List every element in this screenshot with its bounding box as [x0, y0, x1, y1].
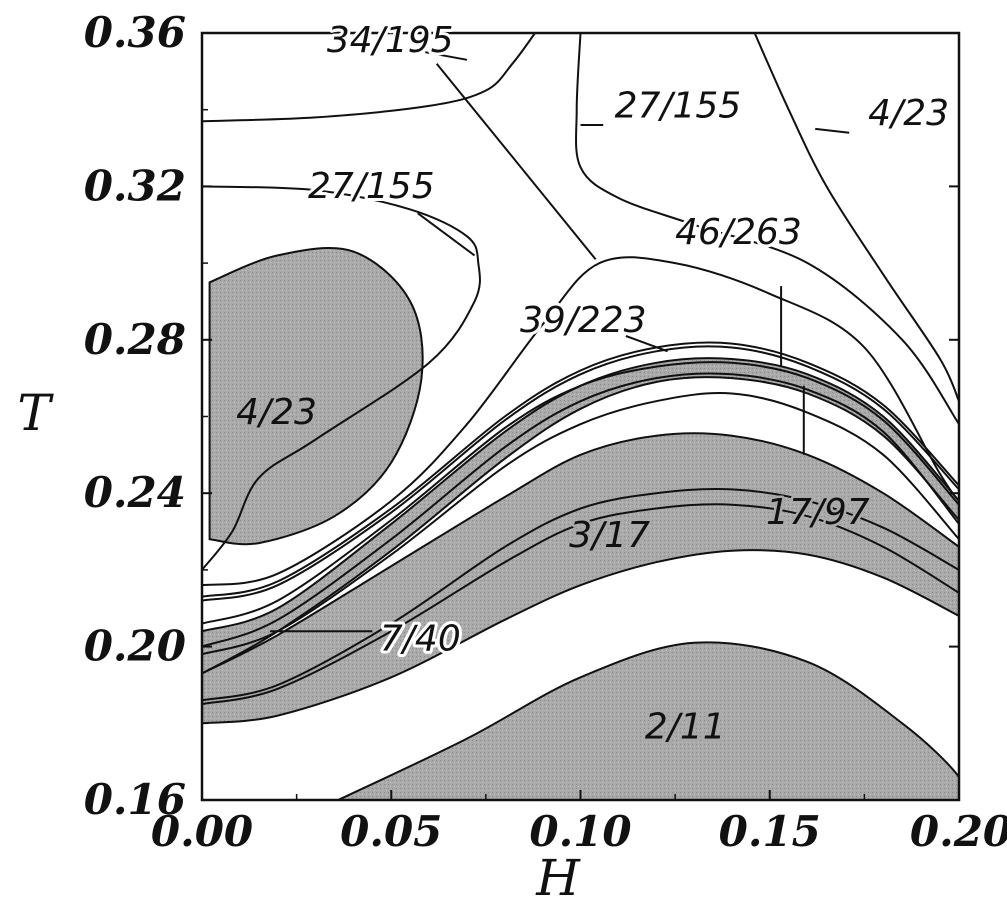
region-label-0: 34/195: [327, 20, 454, 61]
contour-line-8: [202, 372, 959, 648]
shaded-regions: [202, 247, 959, 800]
contour-line-5: [202, 345, 959, 602]
y-tick-label-5: 0.36: [84, 8, 186, 57]
region-label-9: 7/40: [380, 618, 461, 659]
region-label-8: 17/97: [766, 492, 870, 533]
x-tick-label-1: 0.05: [340, 807, 442, 856]
leader-extra-0: [435, 63, 597, 260]
region-label-4: 46/263: [675, 212, 802, 253]
leader-line-5: [625, 335, 668, 353]
x-tick-label-4: 0.20: [910, 807, 1007, 856]
y-axis-title: T: [17, 384, 54, 442]
y-tick-label-1: 0.20: [84, 622, 186, 671]
leader-lines: [270, 51, 850, 633]
contour-line-1: [202, 185, 481, 571]
leader-line-3: [815, 127, 850, 134]
region-label-5: 39/223: [520, 300, 647, 341]
contour-line-9: [202, 392, 959, 656]
x-axis-title: H: [535, 849, 581, 907]
shaded-region-0: [337, 641, 959, 800]
contour-line-2: [202, 256, 959, 587]
y-tick-label-0: 0.16: [84, 775, 186, 824]
y-tick-label-2: 0.24: [84, 468, 186, 517]
x-tick-label-3: 0.15: [719, 807, 821, 856]
contour-line-7: [202, 361, 959, 625]
axes: 0.00 0.05 0.10 0.15 0.20 0.16 0.20 0.24 0.28 0.32…: [84, 8, 1007, 856]
region-label-1: 27/155: [308, 166, 435, 207]
contour-lines: [202, 33, 959, 706]
region-label-7: 3/17: [569, 515, 650, 556]
contour-line-0: [202, 33, 536, 123]
contour-line-11: [202, 503, 959, 706]
contour-line-4: [753, 33, 959, 402]
shaded-region-2: [208, 247, 424, 546]
x-tick-label-2: 0.10: [529, 807, 631, 856]
x-tick-label-0: 0.00: [151, 807, 253, 856]
region-label-6: 4/23: [236, 392, 317, 433]
leader-line-0: [425, 51, 468, 61]
y-tick-label-4: 0.32: [84, 161, 186, 210]
contour-line-10: [202, 487, 959, 702]
y-tick-label-3: 0.28: [84, 315, 186, 364]
region-labels: 34/195 27/155 27/155 4/23 46/263 39/223 4/23 3/…: [234, 17, 952, 750]
contour-line-6: [202, 341, 959, 598]
contour-line-3: [575, 33, 959, 425]
leader-line-1: [417, 212, 476, 257]
region-label-3: 4/23: [868, 93, 949, 134]
region-label-10: 2/11: [645, 707, 726, 748]
region-label-2: 27/155: [615, 85, 742, 126]
